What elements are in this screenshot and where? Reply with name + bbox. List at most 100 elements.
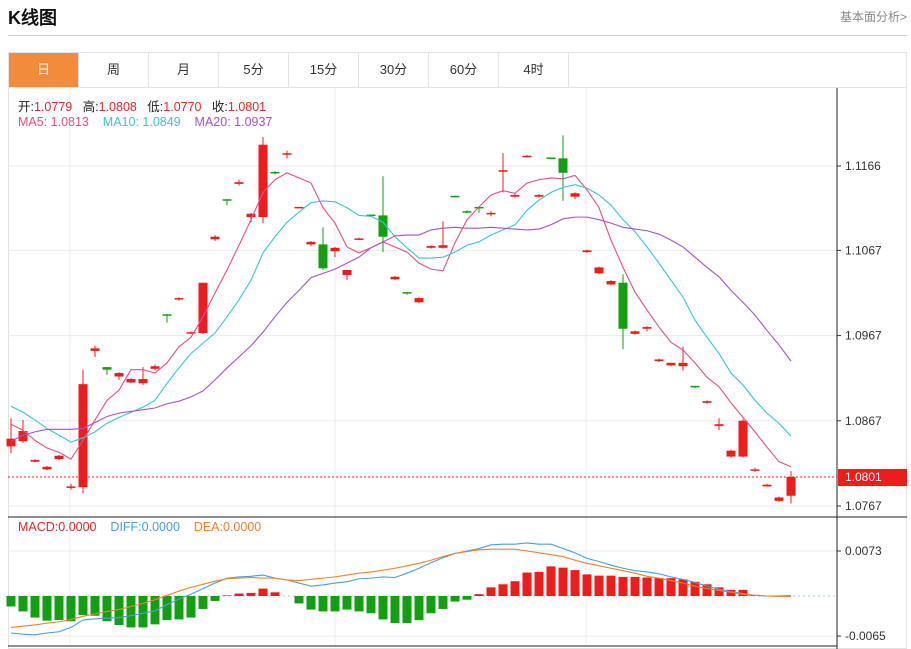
candle-body <box>342 269 352 276</box>
macd-bar <box>222 595 232 596</box>
macd-bar <box>594 575 604 596</box>
macd-bar <box>414 596 424 621</box>
macd-bar <box>90 596 100 616</box>
tab-30min[interactable]: 30分 <box>359 53 429 87</box>
candle-body <box>366 214 376 217</box>
candle-body <box>198 282 208 334</box>
macd-bar <box>258 588 268 596</box>
macd-bar <box>366 596 376 614</box>
tab-4hour[interactable]: 4时 <box>499 53 569 87</box>
last-price-box <box>838 469 907 487</box>
tab-day[interactable]: 日 <box>9 53 79 87</box>
macd-bar <box>702 584 712 596</box>
macd-bar <box>570 570 580 596</box>
candle-body <box>534 194 544 197</box>
candle-body <box>774 497 784 501</box>
low-label: 低: <box>147 100 164 114</box>
fundamental-analysis-link[interactable]: 基本面分析> <box>839 10 907 24</box>
macd-info: MACD:0.0000 DIFF:0.0000 DEA:0.0000 <box>18 520 261 534</box>
candle-body <box>570 193 580 197</box>
period-tabs: 日 周 月 5分 15分 30分 60分 4时 <box>8 52 907 87</box>
ma5-value: MA5: 1.0813 <box>18 115 89 129</box>
candle-body <box>714 424 724 426</box>
candle-body <box>558 158 568 173</box>
macd-bar <box>6 596 16 607</box>
macd-bar <box>78 596 88 616</box>
candle-body <box>462 211 472 213</box>
tab-15min[interactable]: 15分 <box>289 53 359 87</box>
ma-info: MA5: 1.0813 MA10: 1.0849 MA20: 1.0937 <box>18 115 272 129</box>
candle-body <box>18 431 28 442</box>
macd-bar <box>654 578 664 596</box>
macd-bar <box>606 575 616 596</box>
tab-week[interactable]: 周 <box>79 53 149 87</box>
candle-body <box>174 298 184 300</box>
candle-body <box>606 281 616 285</box>
macd-bar <box>486 587 496 596</box>
macd-value: MACD:0.0000 <box>18 520 97 534</box>
open-value: 1.0779 <box>33 100 73 114</box>
candle-body <box>114 373 124 377</box>
candle-body <box>486 212 496 215</box>
candle-body <box>282 153 292 155</box>
candle-body <box>630 331 640 334</box>
macd-bar <box>474 594 484 596</box>
candle-body <box>246 213 256 218</box>
candle-body <box>426 246 436 248</box>
high-value: 1.0808 <box>98 100 137 114</box>
candle-body <box>414 298 424 303</box>
candle-body <box>726 450 736 457</box>
tab-month[interactable]: 月 <box>149 53 219 87</box>
tab-5min[interactable]: 5分 <box>219 53 289 87</box>
macd-bar <box>546 566 556 596</box>
candle-body <box>690 385 700 388</box>
macd-bar <box>618 576 628 596</box>
macd-bar <box>510 581 520 596</box>
candle-body <box>642 327 652 329</box>
candle-body <box>666 362 676 366</box>
macd-bar <box>534 571 544 596</box>
candle-body <box>6 438 16 447</box>
close-label: 收: <box>211 100 228 114</box>
macd-bar <box>678 579 688 596</box>
candle-body <box>150 366 160 369</box>
candle-body <box>126 379 136 383</box>
y-tick-label: -0.0065 <box>845 629 886 643</box>
candle-body <box>210 236 220 240</box>
candle-body <box>762 484 772 487</box>
candle-body <box>54 455 64 460</box>
diff-value: DIFF:0.0000 <box>110 520 180 534</box>
candle-body <box>678 362 688 367</box>
macd-bar <box>306 596 316 610</box>
y-tick-label: 1.1067 <box>845 243 882 257</box>
macd-bar <box>402 596 412 624</box>
macd-bar <box>438 596 448 609</box>
candle-body <box>654 359 664 362</box>
candle-body <box>786 477 796 496</box>
candle-body <box>222 199 232 201</box>
macd-bar <box>558 567 568 596</box>
candle-body <box>738 420 748 457</box>
candle-body <box>258 144 268 218</box>
candle-body <box>594 267 604 274</box>
candle-body <box>30 459 40 462</box>
macd-bar <box>198 596 208 609</box>
macd-bar <box>642 577 652 596</box>
macd-bar <box>186 596 196 618</box>
macd-bar <box>330 596 340 612</box>
macd-bar <box>318 596 328 612</box>
macd-bar <box>102 596 112 622</box>
macd-bar <box>462 596 472 600</box>
candle-body <box>42 466 52 470</box>
macd-bar <box>726 589 736 596</box>
candle-body <box>498 170 508 172</box>
y-tick-label: 1.0967 <box>845 329 882 343</box>
tab-60min[interactable]: 60分 <box>429 53 499 87</box>
macd-bar <box>270 592 280 596</box>
ma20-value: MA20: 1.0937 <box>194 115 273 129</box>
macd-bar <box>234 593 244 596</box>
candle-body <box>162 314 172 316</box>
divider <box>8 35 907 36</box>
candle-body <box>438 245 448 248</box>
